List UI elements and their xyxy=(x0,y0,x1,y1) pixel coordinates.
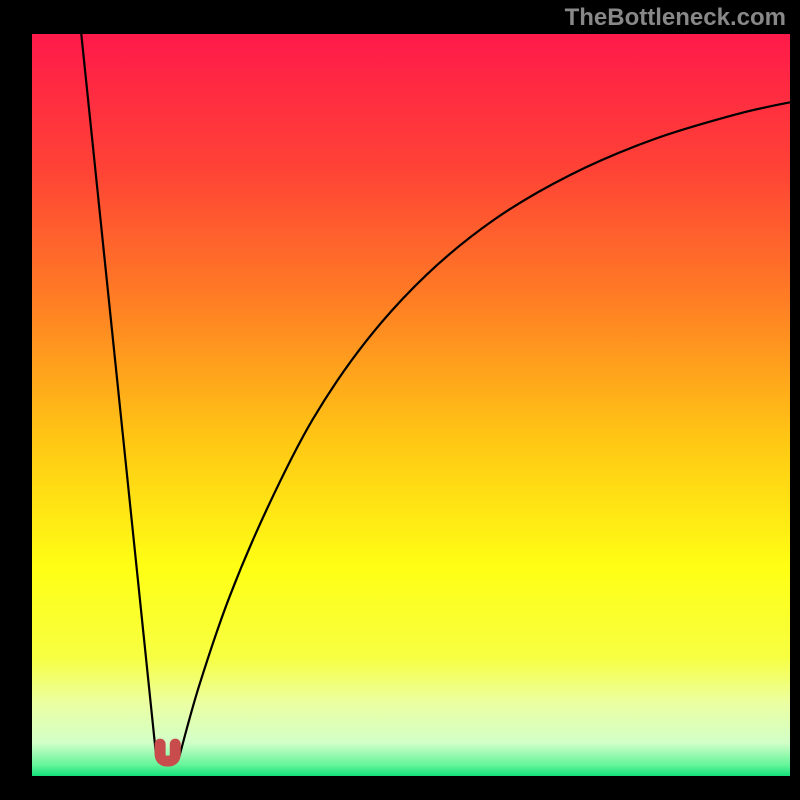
bottleneck-chart xyxy=(32,34,790,776)
watermark-text: TheBottleneck.com xyxy=(565,4,786,32)
